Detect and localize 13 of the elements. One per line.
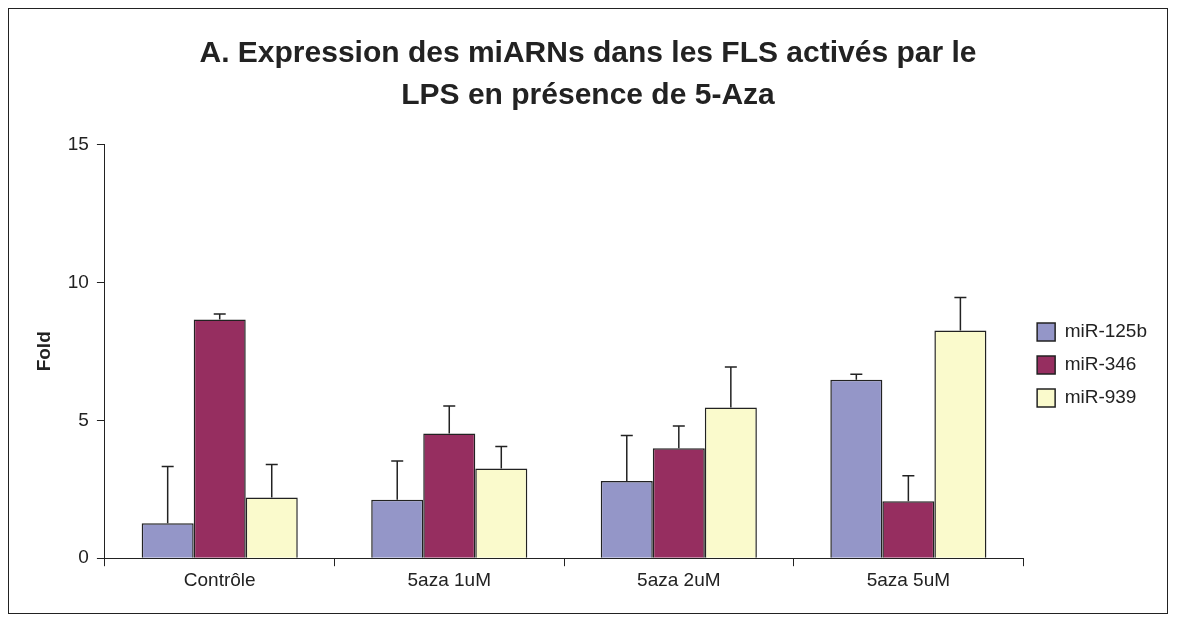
legend-label: miR-125b [1064,320,1148,342]
chart-title: A. Expression des miARNs dans les FLS activés par le LPS en présence de 5-Aza [198,34,978,112]
x-tick-label: 5aza 5uM [866,568,951,590]
y-axis-title: Fold [32,331,54,372]
legend-label: miR-939 [1064,386,1137,408]
y-tick-label: 10 [67,270,89,292]
legend-label: miR-346 [1064,353,1137,375]
x-tick-label: 5aza 2uM [637,568,721,590]
y-tick-label: 5 [78,408,89,430]
y-tick-label: 0 [78,546,89,568]
y-tick-label: 15 [67,132,89,154]
x-tick-label: Contrôle [183,568,256,590]
x-tick-label: 5aza 1uM [407,568,491,590]
